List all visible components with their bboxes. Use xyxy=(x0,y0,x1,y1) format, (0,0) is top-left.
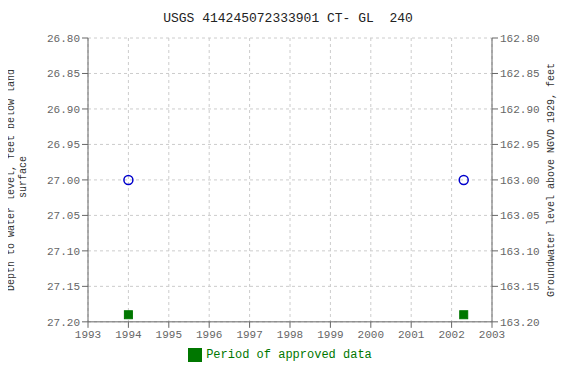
svg-text:162.95: 162.95 xyxy=(500,139,540,151)
svg-text:26.80: 26.80 xyxy=(47,33,80,45)
svg-text:162.80: 162.80 xyxy=(500,33,540,45)
svg-text:27.05: 27.05 xyxy=(47,210,80,222)
svg-text:163.00: 163.00 xyxy=(500,175,540,187)
svg-text:27.10: 27.10 xyxy=(47,246,80,258)
html-text:Period of approved data: Period of approved data xyxy=(206,348,372,362)
svg-text:162.85: 162.85 xyxy=(500,68,540,80)
svg-text:1997: 1997 xyxy=(236,329,262,341)
svg-text:163.10: 163.10 xyxy=(500,246,540,258)
svg-text:26.85: 26.85 xyxy=(47,68,80,80)
svg-text:1993: 1993 xyxy=(75,329,101,341)
svg-text:163.05: 163.05 xyxy=(500,210,540,222)
svg-text:2000: 2000 xyxy=(358,329,384,341)
svg-text:Groundwater level above NGVD 1: Groundwater level above NGVD 1929, feet xyxy=(546,63,557,297)
svg-text:1995: 1995 xyxy=(156,329,182,341)
svg-text:162.90: 162.90 xyxy=(500,104,540,116)
svg-text:27.15: 27.15 xyxy=(47,281,80,293)
svg-text:163.20: 163.20 xyxy=(500,317,540,329)
svg-text:1994: 1994 xyxy=(115,329,142,341)
svg-text:163.15: 163.15 xyxy=(500,281,540,293)
svg-text:1998: 1998 xyxy=(277,329,303,341)
svg-text:1999: 1999 xyxy=(317,329,343,341)
svg-text:27.00: 27.00 xyxy=(47,175,80,187)
html-text:USGS 414245072333901 CT- GL 24: USGS 414245072333901 CT- GL 240 xyxy=(163,11,413,26)
svg-text:26.95: 26.95 xyxy=(47,139,80,151)
svg-text:1996: 1996 xyxy=(196,329,222,341)
svg-text:27.20: 27.20 xyxy=(47,317,80,329)
svg-text:2002: 2002 xyxy=(438,329,464,341)
svg-text:2001: 2001 xyxy=(398,329,425,341)
svg-text:2003: 2003 xyxy=(479,329,505,341)
svg-text:26.90: 26.90 xyxy=(47,104,80,116)
svg-text:Depth to water level, feet bel: Depth to water level, feet below land su… xyxy=(8,69,29,291)
